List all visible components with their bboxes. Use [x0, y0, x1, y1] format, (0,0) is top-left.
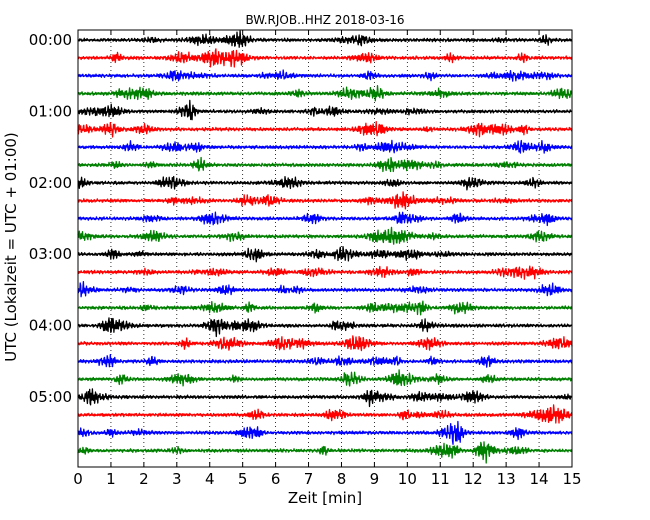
trace-line [77, 317, 573, 338]
x-axis-label: Zeit [min] [288, 489, 362, 507]
trace-line [77, 211, 573, 227]
x-tick-label: 10 [398, 470, 417, 488]
x-tick-label: 15 [562, 470, 581, 488]
x-tick-label: 5 [238, 470, 248, 488]
trace-line [77, 388, 573, 408]
trace-line [77, 85, 573, 102]
x-tick-label: 13 [497, 470, 516, 488]
x-tick-label: 12 [464, 470, 483, 488]
y-tick-label: 01:00 [29, 102, 72, 120]
trace-line [77, 420, 573, 445]
x-tick-label: 0 [73, 470, 83, 488]
trace-line [77, 99, 573, 121]
y-tick-label: 04:00 [29, 317, 72, 335]
trace-line [77, 280, 573, 298]
trace-line [77, 121, 573, 138]
x-tick-label: 8 [337, 470, 347, 488]
y-tick-label: 02:00 [29, 174, 72, 192]
trace-line [77, 226, 573, 245]
x-tick-label: 7 [304, 470, 314, 488]
x-tick-label: 3 [172, 470, 182, 488]
x-axis-ticks: 0 1 2 3 4 5 6 7 8 9 10 11 12 13 14 15 [73, 30, 582, 488]
x-tick-label: 1 [106, 470, 116, 488]
plot-frame [77, 29, 573, 468]
trace-line [77, 245, 573, 263]
y-tick-label: 05:00 [29, 388, 72, 406]
seismic-traces [77, 30, 573, 464]
x-tick-label: 2 [139, 470, 149, 488]
trace-line [77, 69, 573, 82]
trace-line [77, 300, 573, 316]
x-tick-label: 6 [271, 470, 281, 488]
trace-line [77, 369, 573, 387]
x-tick-label: 4 [205, 470, 215, 488]
y-axis-ticks: 00:00 01:00 02:00 03:00 04:00 05:00 [29, 31, 572, 406]
x-tick-label: 14 [530, 470, 549, 488]
trace-line [77, 175, 573, 191]
trace-line [77, 441, 573, 464]
trace-line [77, 265, 573, 280]
trace-line [77, 139, 573, 154]
trace-line [77, 354, 573, 368]
y-axis-label: UTC (Lokalzeit = UTC + 01:00) [2, 132, 20, 362]
x-tick-label: 9 [370, 470, 380, 488]
y-tick-label: 00:00 [29, 31, 72, 49]
x-tick-label: 11 [431, 470, 450, 488]
trace-line [77, 191, 573, 210]
y-tick-label: 03:00 [29, 245, 72, 263]
trace-line [77, 48, 573, 68]
chart-title: BW.RJOB..HHZ 2018-03-16 [245, 13, 404, 27]
trace-line [77, 30, 573, 48]
grid-lines [110, 30, 540, 467]
trace-line [77, 335, 573, 352]
trace-line [77, 404, 573, 424]
trace-line [77, 156, 573, 173]
